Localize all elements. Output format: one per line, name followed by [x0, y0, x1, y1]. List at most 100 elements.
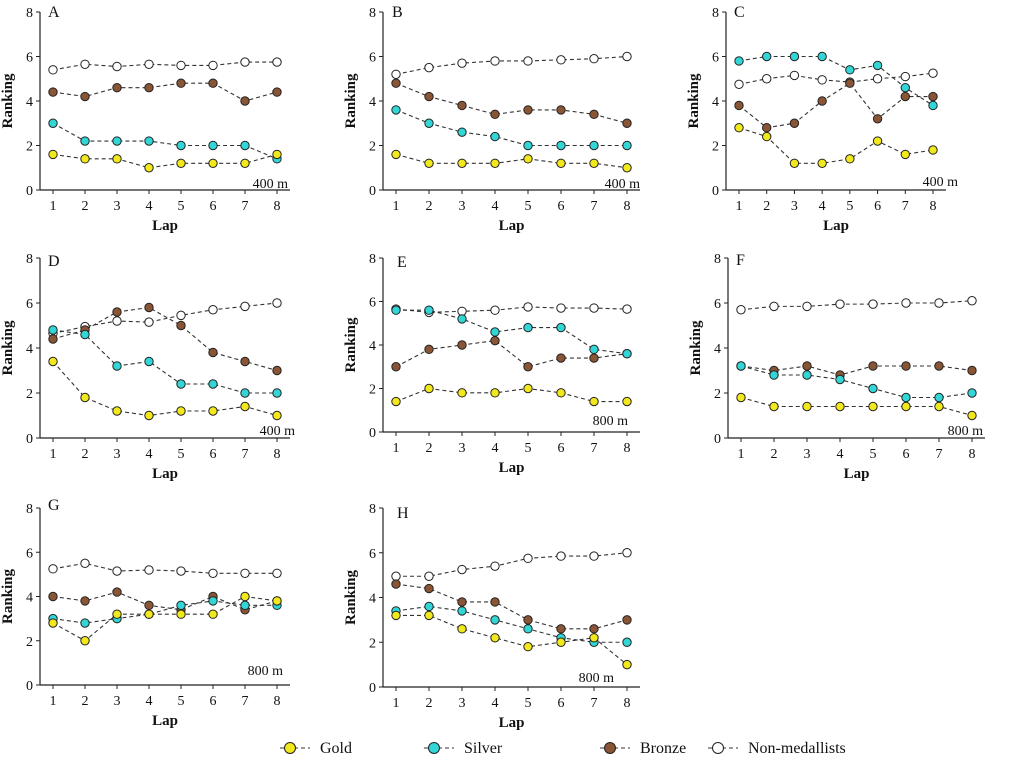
data-point-silver — [589, 344, 599, 355]
x-tick-label: 2 — [82, 199, 89, 214]
data-point-non-medallists — [928, 68, 938, 78]
x-tick-label: 4 — [819, 199, 826, 214]
distance-label: 800 m — [248, 664, 284, 679]
data-point-non-medallists — [589, 303, 599, 313]
data-point-silver — [872, 60, 883, 71]
data-point-bronze — [391, 78, 401, 88]
data-point-gold — [817, 158, 827, 169]
data-point-non-medallists — [112, 566, 122, 576]
data-point-silver — [176, 600, 186, 611]
data-point-silver — [80, 136, 90, 146]
series-line-bronze — [740, 365, 973, 376]
data-point-non-medallists — [622, 51, 632, 62]
data-point-gold — [900, 149, 910, 160]
x-tick-label: 2 — [426, 199, 433, 214]
y-tick-label: 8 — [369, 502, 376, 517]
data-point-silver — [272, 388, 282, 398]
data-point-gold — [208, 158, 218, 169]
data-point-bronze — [144, 600, 154, 611]
data-point-non-medallists — [789, 70, 800, 81]
data-point-non-medallists — [144, 317, 154, 327]
x-tick-label: 8 — [274, 694, 281, 709]
x-tick-label: 8 — [930, 199, 937, 214]
data-point-non-medallists — [240, 301, 250, 312]
data-point-silver — [391, 305, 401, 315]
x-tick-label: 5 — [525, 441, 532, 456]
y-tick-label: 6 — [26, 51, 33, 66]
data-point-silver — [144, 136, 154, 146]
y-tick-label: 0 — [369, 426, 376, 441]
x-tick-label: 8 — [624, 199, 631, 214]
x-tick-label: 7 — [242, 694, 249, 709]
x-tick-label: 3 — [114, 199, 121, 214]
data-point-non-medallists — [589, 551, 599, 561]
legend: Gold Silver Bronze Non-medallists — [280, 740, 846, 757]
data-point-gold — [391, 610, 401, 621]
chart-panel-a: 0 2 4 6 8 1 2 3 4 5 6 7 8 Lap Ranking A 400 m — [0, 4, 290, 234]
data-point-gold — [622, 396, 632, 407]
data-point-bronze — [208, 78, 218, 88]
series-line-non-medallists — [52, 562, 277, 574]
data-point-gold — [112, 406, 122, 416]
data-point-silver — [789, 51, 800, 62]
x-tick-label: 7 — [936, 447, 943, 462]
data-point-non-medallists — [208, 60, 218, 71]
data-point-gold — [424, 383, 434, 394]
x-tick-label: 4 — [837, 447, 844, 462]
x-axis-title: Lap — [152, 713, 178, 729]
panel-label: A — [48, 4, 60, 21]
x-tick-label: 5 — [178, 447, 185, 462]
data-point-bronze — [176, 320, 186, 331]
data-point-bronze — [144, 82, 154, 93]
data-point-silver — [622, 349, 632, 359]
series-line-non-medallists — [52, 61, 277, 71]
series-line-gold — [52, 153, 278, 169]
x-tick-label: 2 — [82, 447, 89, 462]
y-tick-label: 6 — [369, 296, 376, 311]
x-tick-label: 2 — [426, 441, 433, 456]
data-point-gold — [845, 154, 855, 164]
data-point-bronze — [868, 361, 878, 371]
legend-item-silver: Silver — [424, 740, 503, 757]
data-point-gold — [457, 388, 467, 398]
data-point-silver — [817, 51, 827, 62]
series-line-gold — [52, 361, 278, 417]
data-point-gold — [80, 154, 90, 164]
y-tick-label: 2 — [26, 635, 33, 650]
y-tick-label: 0 — [26, 432, 33, 447]
y-tick-label: 2 — [26, 140, 33, 155]
data-point-non-medallists — [457, 564, 467, 575]
legend-item-non-medallists: Non-medallists — [708, 740, 846, 757]
panel-label: E — [397, 254, 407, 271]
data-point-gold — [240, 401, 250, 412]
x-tick-label: 4 — [146, 694, 153, 709]
panel-label: H — [397, 505, 409, 522]
chart-panel-g: 0 2 4 6 8 1 2 3 4 5 6 7 8 Lap Ranking G 800 m — [0, 497, 290, 729]
x-tick-label: 3 — [459, 441, 466, 456]
data-point-bronze — [872, 114, 883, 124]
y-axis-title: Ranking — [0, 568, 16, 624]
x-tick-label: 7 — [591, 199, 598, 214]
data-point-bronze — [112, 82, 122, 93]
x-tick-label: 7 — [242, 199, 249, 214]
y-tick-label: 2 — [26, 387, 33, 402]
data-point-non-medallists — [734, 79, 744, 90]
panel-label: F — [736, 252, 745, 269]
data-point-gold — [835, 401, 845, 412]
x-tick-label: 4 — [492, 441, 499, 456]
data-point-gold — [734, 123, 744, 133]
x-tick-label: 4 — [146, 447, 153, 462]
x-tick-label: 6 — [874, 199, 881, 214]
data-point-bronze — [556, 105, 566, 115]
y-tick-label: 6 — [369, 547, 376, 562]
panel-label: D — [48, 253, 60, 270]
data-point-silver — [112, 361, 122, 371]
x-tick-label: 2 — [771, 447, 778, 462]
data-point-gold — [176, 158, 186, 169]
data-point-silver — [802, 370, 812, 380]
x-axis-title: Lap — [152, 218, 178, 234]
data-point-gold — [556, 637, 566, 647]
data-point-bronze — [457, 100, 467, 111]
data-point-bronze — [112, 307, 122, 317]
data-point-bronze — [80, 596, 90, 606]
